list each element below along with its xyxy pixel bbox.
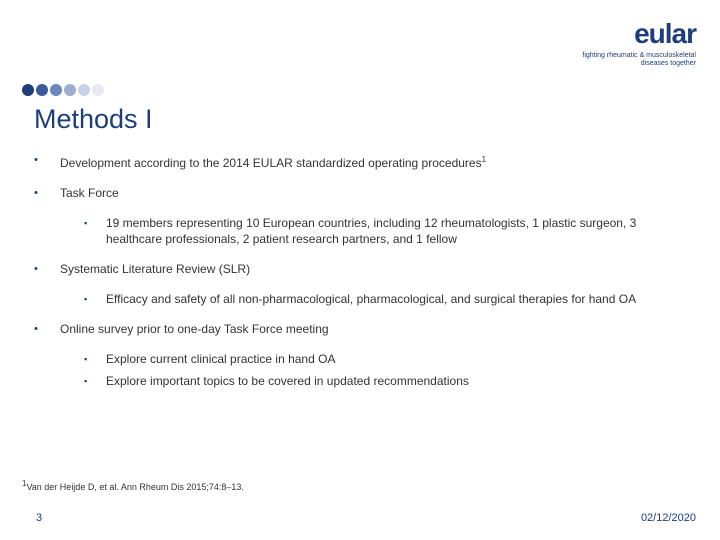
bullet-level1: •Task Force [34, 185, 686, 201]
eular-logo: eular fighting rheumatic & musculoskelet… [582, 18, 696, 69]
dot [22, 84, 34, 96]
bullet-level1: •Online survey prior to one-day Task For… [34, 321, 686, 337]
sub-bullet-group: ▪19 members representing 10 European cou… [84, 215, 686, 247]
dot [78, 84, 90, 96]
bullet-level1: •Development according to the 2014 EULAR… [34, 152, 686, 171]
page-title: Methods I [34, 104, 153, 135]
bullet-level2: ▪Explore important topics to be covered … [84, 373, 686, 389]
sub-bullet-group: ▪Efficacy and safety of all non-pharmaco… [84, 291, 686, 307]
bullet-level2: ▪Efficacy and safety of all non-pharmaco… [84, 291, 686, 307]
dot [50, 84, 62, 96]
dot [92, 84, 104, 96]
bullet-level2: ▪Explore current clinical practice in ha… [84, 351, 686, 367]
slide-date: 02/12/2020 [641, 512, 696, 524]
bullet-level2: ▪19 members representing 10 European cou… [84, 215, 686, 247]
dot [36, 84, 48, 96]
decorative-dots [22, 84, 104, 96]
bullet-level1: •Systematic Literature Review (SLR) [34, 261, 686, 277]
logo-tagline: fighting rheumatic & musculoskeletal dis… [582, 52, 696, 69]
logo-text: eular [582, 18, 696, 50]
sub-bullet-group: ▪Explore current clinical practice in ha… [84, 351, 686, 389]
dot [64, 84, 76, 96]
content-body: •Development according to the 2014 EULAR… [34, 152, 686, 403]
page-number: 3 [36, 512, 42, 524]
footnote: 1Van der Heijde D, et al. Ann Rheum Dis … [22, 479, 244, 492]
